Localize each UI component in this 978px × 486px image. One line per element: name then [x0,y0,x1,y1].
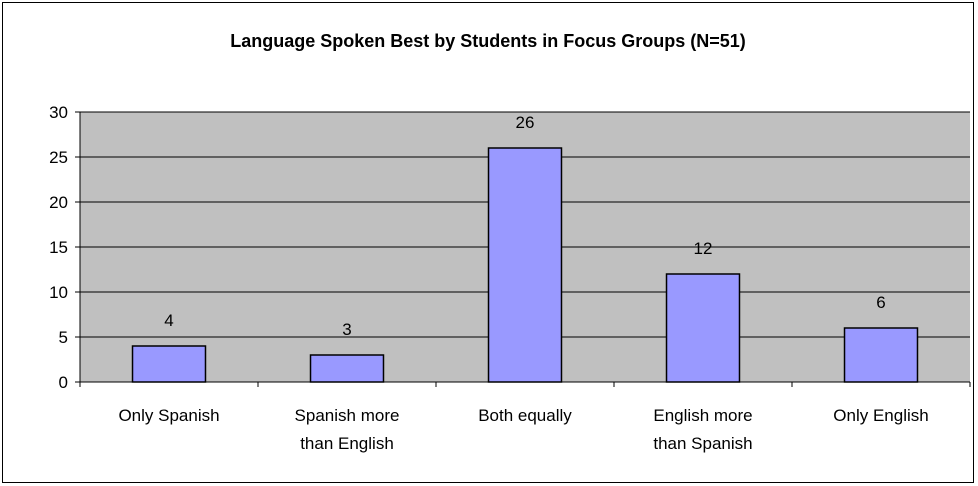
y-tick-label: 30 [49,103,68,122]
x-tick-label: English more than Spanish [653,406,752,453]
x-tick-label: Only Spanish [118,406,219,425]
x-tick-label-line: than Spanish [653,434,752,453]
bar [843,327,919,383]
data-label: 3 [342,320,351,339]
x-tick-label: Both equally [478,406,572,425]
bar [131,345,207,383]
chart-title: Language Spoken Best by Students in Focu… [230,31,746,51]
y-tick-label: 5 [59,328,68,347]
plot-area: 0 5 10 15 20 25 30 4 Only Spanish 3 Spanish more th… [49,103,971,453]
y-tick-label: 25 [49,148,68,167]
y-tick-label: 15 [49,238,68,257]
x-tick-label: Spanish more than English [295,406,400,453]
data-label: 4 [164,311,173,330]
y-tick-label: 10 [49,283,68,302]
data-label: 6 [876,293,885,312]
x-tick-label-line: Both equally [478,406,572,425]
y-tick-label: 0 [59,373,68,392]
x-tick-label-line: Spanish more [295,406,400,425]
y-tick-label: 20 [49,193,68,212]
data-label: 12 [694,239,713,258]
bar [487,147,563,383]
x-tick-label-line: English more [653,406,752,425]
data-label: 26 [516,113,535,132]
bar [309,354,385,383]
bar [665,273,741,383]
x-tick-label-line: Only English [833,406,928,425]
x-tick-label-line: Only Spanish [118,406,219,425]
x-tick-label-line: than English [300,434,394,453]
x-tick-label: Only English [833,406,928,425]
